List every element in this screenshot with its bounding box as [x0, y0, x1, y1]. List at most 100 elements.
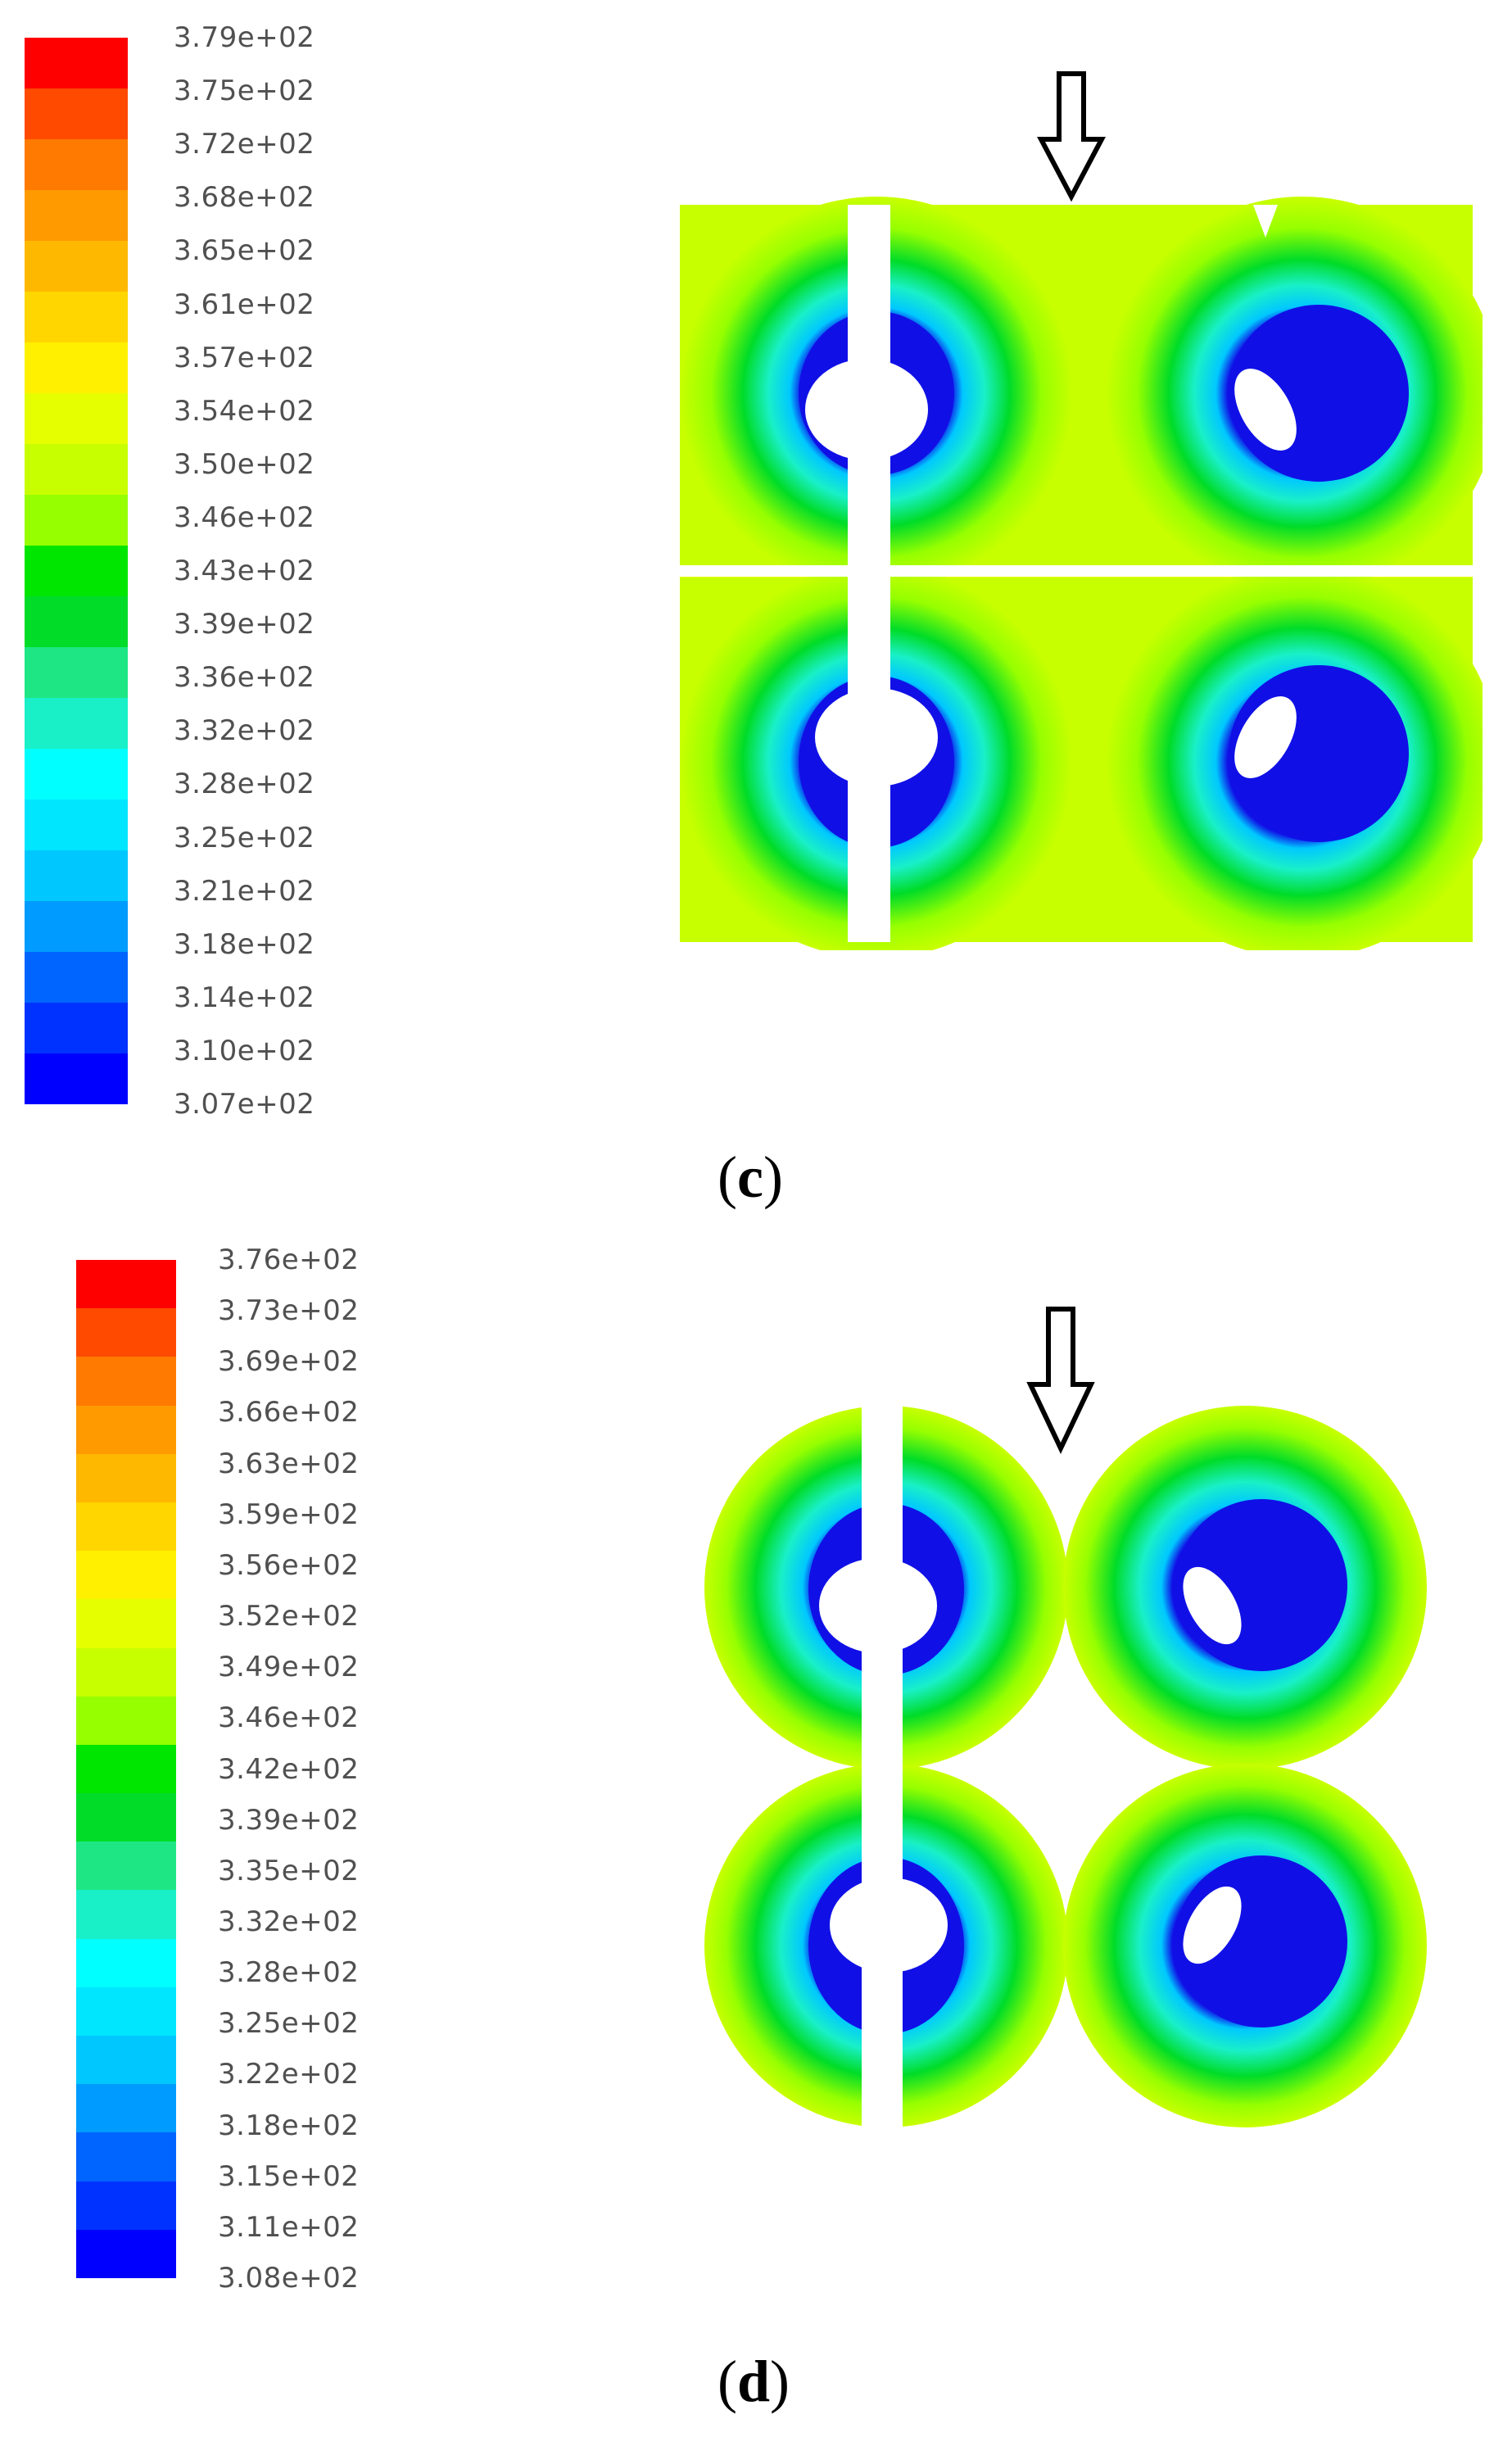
- colorbar-tick-label: 3.57e+02: [174, 341, 315, 374]
- subfigure-label-c: (c): [718, 1144, 783, 1210]
- cell-top-right: [1076, 197, 1483, 590]
- colorbar-band: [25, 546, 128, 596]
- colorbar-tick-label: 3.46e+02: [218, 1701, 360, 1735]
- colorbar-tick-label: 3.42e+02: [218, 1752, 360, 1786]
- colorbar-tick-label: 3.07e+02: [174, 1088, 315, 1121]
- colorbar-band: [25, 749, 128, 800]
- colorbar-band: [76, 1793, 176, 1842]
- colorbar-band: [76, 1647, 176, 1697]
- colorbar-tick-label: 3.10e+02: [174, 1034, 315, 1067]
- colorbar-band: [76, 1890, 176, 1939]
- colorbar-band: [25, 596, 128, 647]
- colorbar-tick-label: 3.39e+02: [174, 608, 315, 641]
- colorbar-band: [76, 2132, 176, 2181]
- colorbar-band: [25, 698, 128, 749]
- colorbar-tick-label: 3.79e+02: [174, 21, 315, 54]
- colorbar-c: [25, 38, 128, 1104]
- colorbar-tick-label: 3.61e+02: [174, 288, 315, 321]
- colorbar-band: [25, 393, 128, 444]
- colorbar-band: [25, 139, 128, 190]
- colorbar-tick-label: 3.35e+02: [218, 1854, 360, 1887]
- colorbar-band: [76, 2036, 176, 2085]
- inlet-arrow-icon: [1026, 1307, 1095, 1454]
- colorbar-band: [76, 1696, 176, 1745]
- colorbar-tick-label: 3.22e+02: [218, 2058, 360, 2091]
- colorbar-tick-label: 3.25e+02: [218, 2007, 360, 2041]
- colorbar-band: [76, 1987, 176, 2036]
- cell-bottom-right: [1076, 565, 1483, 950]
- colorbar-tick-label: 3.18e+02: [218, 2109, 360, 2142]
- colorbar-tick-label: 3.43e+02: [174, 555, 315, 587]
- colorbar-tick-label: 3.72e+02: [174, 128, 315, 161]
- right-notch: [1253, 205, 1278, 238]
- colorbar-band: [25, 241, 128, 292]
- colorbar-band: [25, 901, 128, 952]
- colorbar-band: [25, 190, 128, 241]
- colorbar-band: [76, 1938, 176, 1987]
- colorbar-band: [25, 444, 128, 495]
- colorbar-band: [25, 38, 128, 88]
- colorbar-tick-label: 3.59e+02: [218, 1497, 360, 1531]
- contour-plot-c: [680, 71, 1483, 950]
- colorbar-tick-label: 3.75e+02: [174, 75, 315, 108]
- colorbar-band: [76, 1842, 176, 1891]
- disc-bottom-right: [1063, 1764, 1427, 2127]
- colorbar-tick-label: 3.36e+02: [174, 661, 315, 695]
- colorbar-band: [76, 2181, 176, 2230]
- colorbar-tick-label: 3.08e+02: [218, 2262, 360, 2295]
- colorbar-tick-label: 3.56e+02: [218, 1548, 360, 1582]
- colorbar-tick-label: 3.76e+02: [218, 1244, 360, 1276]
- colorbar-band: [76, 1744, 176, 1794]
- colorbar-tick-label: 3.46e+02: [174, 501, 315, 534]
- colorbar-tick-label: 3.15e+02: [218, 2159, 360, 2193]
- horizontal-gap: [680, 565, 1473, 577]
- colorbar-band: [25, 1053, 128, 1104]
- colorbar-band: [76, 1308, 176, 1357]
- colorbar-tick-label: 3.69e+02: [218, 1345, 360, 1379]
- colorbar-d-ticks: 3.76e+02 3.73e+02 3.69e+02 3.66e+02 3.63e+02…: [218, 1244, 431, 2295]
- colorbar-band: [25, 952, 128, 1003]
- colorbar-band: [25, 850, 128, 901]
- disc-top-right: [1063, 1406, 1427, 1769]
- colorbar-band: [25, 88, 128, 139]
- colorbar-tick-label: 3.14e+02: [174, 981, 315, 1014]
- colorbar-tick-label: 3.28e+02: [174, 768, 315, 801]
- colorbar-tick-label: 3.63e+02: [218, 1447, 360, 1480]
- colorbar-band: [76, 1599, 176, 1648]
- colorbar-tick-label: 3.18e+02: [174, 927, 315, 961]
- colorbar-tick-label: 3.28e+02: [218, 1956, 360, 1990]
- colorbar-tick-label: 3.52e+02: [218, 1600, 360, 1633]
- colorbar-band: [76, 1405, 176, 1454]
- colorbar-c-ticks: 3.79e+02 3.75e+02 3.72e+02 3.68e+02 3.65e+02…: [174, 21, 387, 1121]
- colorbar-tick-label: 3.73e+02: [218, 1294, 360, 1328]
- colorbar-tick-label: 3.32e+02: [218, 1905, 360, 1938]
- colorbar-band: [76, 1551, 176, 1600]
- colorbar-tick-label: 3.21e+02: [174, 874, 315, 908]
- colorbar-band: [25, 647, 128, 698]
- colorbar-tick-label: 3.65e+02: [174, 234, 315, 268]
- contour-plot-d: [704, 1307, 1427, 2138]
- colorbar-tick-label: 3.54e+02: [174, 394, 315, 428]
- colorbar-band: [76, 1357, 176, 1406]
- colorbar-d: [76, 1260, 176, 2278]
- colorbar-tick-label: 3.68e+02: [174, 181, 315, 215]
- colorbar-tick-label: 3.11e+02: [218, 2210, 360, 2244]
- colorbar-tick-label: 3.25e+02: [174, 821, 315, 854]
- inlet-arrow-icon: [1037, 71, 1106, 202]
- colorbar-band: [76, 2229, 176, 2278]
- colorbar-tick-label: 3.32e+02: [174, 714, 315, 748]
- colorbar-tick-label: 3.50e+02: [174, 447, 315, 481]
- colorbar-tick-label: 3.39e+02: [218, 1803, 360, 1837]
- colorbar-tick-label: 3.66e+02: [218, 1396, 360, 1429]
- subfigure-label-d: (d): [718, 2349, 790, 2414]
- colorbar-band: [76, 1260, 176, 1309]
- colorbar-band: [25, 800, 128, 850]
- colorbar-band: [25, 495, 128, 546]
- colorbar-band: [76, 1453, 176, 1502]
- colorbar-band: [25, 342, 128, 393]
- colorbar-tick-label: 3.49e+02: [218, 1651, 360, 1684]
- colorbar-band: [25, 1003, 128, 1053]
- colorbar-band: [76, 2084, 176, 2133]
- vertical-gap: [862, 1393, 903, 2138]
- colorbar-band: [76, 1502, 176, 1552]
